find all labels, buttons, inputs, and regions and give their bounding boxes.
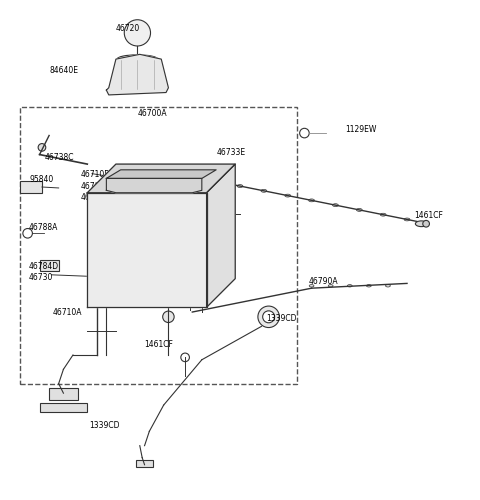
Circle shape	[163, 311, 174, 322]
Circle shape	[300, 128, 309, 138]
Polygon shape	[107, 170, 216, 178]
Ellipse shape	[258, 306, 279, 328]
Ellipse shape	[415, 221, 427, 226]
Text: 46780C: 46780C	[192, 287, 222, 296]
Text: 46781A: 46781A	[161, 302, 191, 310]
Text: 95840: 95840	[29, 175, 53, 184]
Ellipse shape	[380, 214, 386, 216]
FancyBboxPatch shape	[21, 181, 42, 192]
Polygon shape	[107, 54, 168, 95]
Text: 46784D: 46784D	[29, 262, 59, 270]
Text: 46730: 46730	[29, 272, 53, 281]
Polygon shape	[87, 192, 206, 308]
Ellipse shape	[357, 208, 362, 212]
Text: 46733E: 46733E	[216, 148, 245, 156]
Text: 95761A: 95761A	[192, 242, 222, 250]
Circle shape	[38, 144, 46, 151]
FancyBboxPatch shape	[202, 207, 221, 222]
Ellipse shape	[385, 284, 390, 287]
Text: 1461CF: 1461CF	[144, 340, 173, 348]
Ellipse shape	[328, 284, 333, 287]
Text: 46735: 46735	[80, 193, 105, 202]
Text: 46738C: 46738C	[44, 153, 74, 162]
Text: 1129EW: 1129EW	[345, 125, 376, 134]
Circle shape	[423, 220, 430, 227]
Text: 46788A: 46788A	[29, 222, 59, 232]
Text: 46720: 46720	[116, 24, 140, 32]
Ellipse shape	[309, 284, 314, 287]
Ellipse shape	[263, 311, 275, 323]
Ellipse shape	[309, 199, 314, 202]
Text: 1339CD: 1339CD	[89, 420, 119, 430]
Ellipse shape	[261, 190, 267, 192]
Text: 46710A: 46710A	[53, 308, 83, 318]
FancyBboxPatch shape	[178, 281, 211, 297]
Text: 46700A: 46700A	[137, 108, 167, 118]
FancyBboxPatch shape	[183, 240, 209, 255]
Ellipse shape	[124, 20, 151, 46]
Text: 46783: 46783	[80, 182, 104, 190]
Text: 1461CF: 1461CF	[414, 210, 443, 220]
Text: 46790A: 46790A	[308, 278, 338, 286]
Circle shape	[176, 212, 190, 226]
Ellipse shape	[285, 194, 290, 197]
FancyBboxPatch shape	[39, 402, 87, 412]
Circle shape	[181, 353, 190, 362]
Text: 46710F: 46710F	[80, 170, 109, 179]
Ellipse shape	[366, 284, 371, 287]
Circle shape	[23, 228, 33, 238]
Ellipse shape	[333, 204, 338, 206]
Ellipse shape	[117, 55, 157, 64]
Polygon shape	[107, 178, 202, 192]
FancyBboxPatch shape	[136, 460, 153, 467]
Ellipse shape	[404, 218, 410, 221]
FancyBboxPatch shape	[39, 260, 59, 272]
Polygon shape	[206, 164, 235, 308]
Text: 84640E: 84640E	[49, 66, 78, 75]
Text: 1339CD: 1339CD	[266, 314, 297, 323]
Polygon shape	[87, 164, 235, 192]
Text: 46718: 46718	[211, 208, 236, 218]
Ellipse shape	[348, 284, 352, 287]
Ellipse shape	[237, 184, 243, 188]
FancyBboxPatch shape	[49, 388, 78, 400]
